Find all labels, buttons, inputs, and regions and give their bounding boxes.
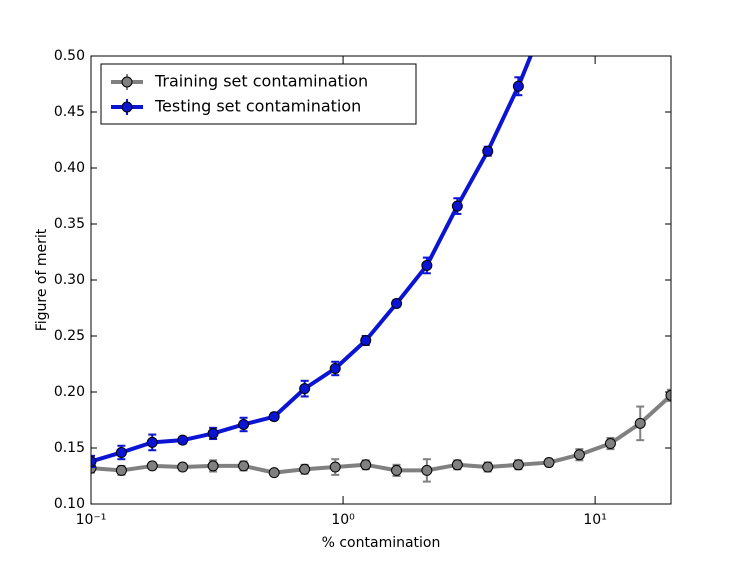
y-tick-label: 0.15 bbox=[54, 440, 85, 456]
legend-label: Testing set contamination bbox=[154, 97, 361, 116]
marker bbox=[115, 446, 127, 458]
marker bbox=[146, 436, 158, 448]
legend-marker bbox=[121, 101, 133, 113]
marker bbox=[299, 383, 311, 395]
x-tick-label: 10¹ bbox=[583, 512, 606, 528]
y-tick-label: 0.10 bbox=[54, 496, 85, 512]
marker bbox=[421, 464, 433, 476]
y-tick-label: 0.35 bbox=[54, 216, 85, 232]
marker bbox=[207, 460, 219, 472]
y-tick-label: 0.40 bbox=[54, 160, 85, 176]
marker bbox=[421, 259, 433, 271]
marker bbox=[604, 438, 616, 450]
marker bbox=[482, 461, 494, 473]
y-axis-label: Figure of merit bbox=[34, 228, 50, 331]
x-axis-label: % contamination bbox=[322, 535, 441, 551]
marker bbox=[634, 417, 646, 429]
marker bbox=[665, 389, 671, 401]
marker bbox=[451, 459, 463, 471]
plot-area bbox=[91, 56, 671, 504]
series-line bbox=[91, 56, 533, 464]
marker bbox=[391, 464, 403, 476]
marker bbox=[512, 459, 524, 471]
x-tick-label: 10⁰ bbox=[331, 512, 355, 528]
marker bbox=[238, 460, 250, 472]
marker bbox=[177, 434, 189, 446]
y-tick-label: 0.50 bbox=[54, 48, 85, 64]
y-tick-label: 0.20 bbox=[54, 384, 85, 400]
legend-box bbox=[100, 63, 417, 125]
marker bbox=[360, 334, 372, 346]
marker bbox=[573, 449, 585, 461]
plot-series bbox=[91, 6, 671, 483]
marker bbox=[544, 6, 554, 16]
legend-label: Training set contamination bbox=[154, 72, 368, 91]
marker bbox=[268, 411, 280, 423]
marker bbox=[543, 457, 555, 469]
y-tick-label: 0.30 bbox=[54, 272, 85, 288]
marker bbox=[482, 145, 494, 157]
marker bbox=[177, 461, 189, 473]
marker bbox=[146, 460, 158, 472]
marker bbox=[268, 467, 280, 479]
marker bbox=[451, 200, 463, 212]
marker bbox=[391, 298, 403, 310]
marker bbox=[207, 427, 219, 439]
marker bbox=[329, 362, 341, 374]
marker bbox=[360, 459, 372, 471]
marker bbox=[329, 461, 341, 473]
y-tick-label: 0.45 bbox=[54, 104, 85, 120]
legend-marker bbox=[121, 76, 133, 88]
marker bbox=[91, 455, 97, 467]
x-tick-label: 10⁻¹ bbox=[76, 512, 107, 528]
marker bbox=[299, 463, 311, 475]
plot-frame bbox=[90, 55, 672, 505]
marker bbox=[115, 464, 127, 476]
y-tick-label: 0.25 bbox=[54, 328, 85, 344]
marker bbox=[238, 418, 250, 430]
marker bbox=[512, 80, 524, 92]
